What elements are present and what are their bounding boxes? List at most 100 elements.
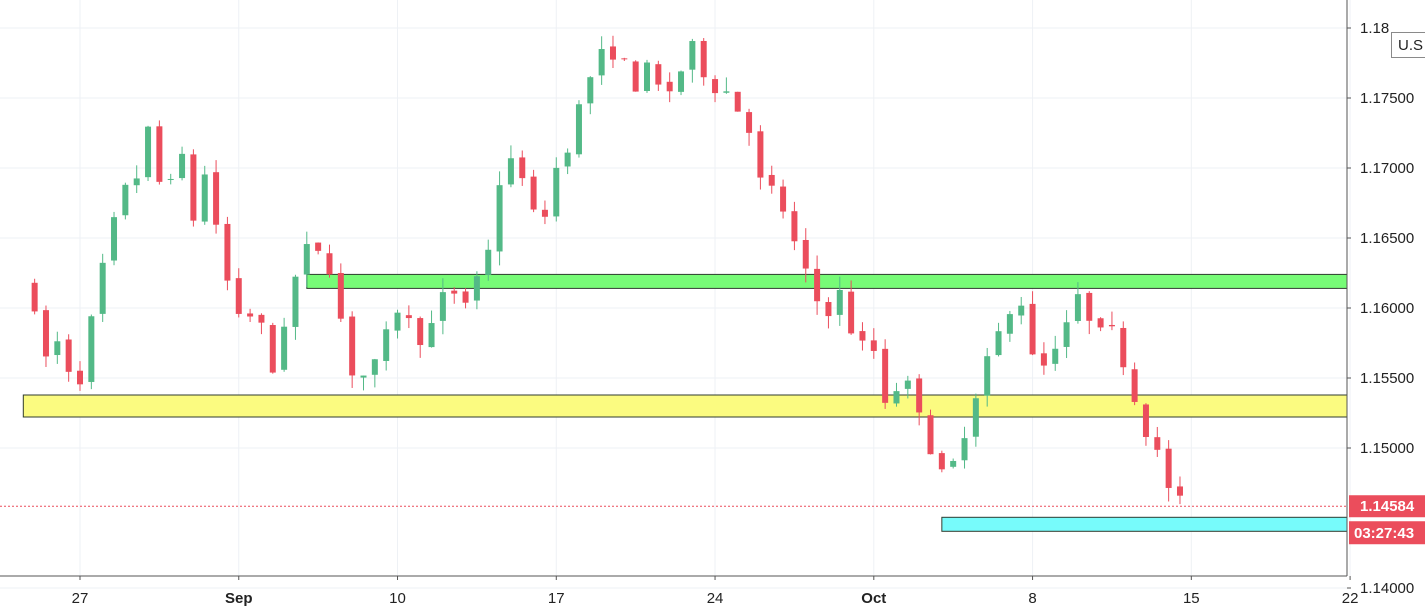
candle-up bbox=[678, 71, 685, 92]
candle-down bbox=[337, 273, 344, 319]
candle-up bbox=[1063, 322, 1070, 347]
candle-up bbox=[439, 292, 446, 321]
price-tick-label: 1.18 bbox=[1360, 20, 1389, 37]
time-tick-label: 27 bbox=[72, 590, 89, 607]
candle-up bbox=[371, 359, 378, 375]
symbol-label: U.S bbox=[1391, 32, 1425, 58]
candle-down bbox=[31, 282, 38, 312]
price-tick-label: 1.14000 bbox=[1360, 580, 1414, 597]
price-tick-label: 1.17000 bbox=[1360, 160, 1414, 177]
candle-down bbox=[156, 126, 163, 182]
candle-down bbox=[405, 315, 412, 319]
price-tick-label: 1.17500 bbox=[1360, 90, 1414, 107]
candle-up bbox=[598, 49, 605, 76]
candle-up bbox=[303, 244, 310, 275]
candle-up bbox=[88, 316, 95, 382]
candle-up bbox=[1006, 314, 1013, 334]
candle-down bbox=[882, 348, 889, 403]
candle-up bbox=[428, 323, 435, 348]
candle-up bbox=[473, 276, 480, 301]
price-tick-label: 1.16500 bbox=[1360, 230, 1414, 247]
candle-down bbox=[1165, 448, 1172, 488]
candle-up bbox=[145, 126, 152, 178]
candle-up bbox=[292, 276, 299, 327]
candle-down bbox=[190, 154, 197, 221]
candle-down bbox=[791, 211, 798, 242]
candle-up bbox=[281, 326, 288, 370]
candle-down bbox=[757, 131, 764, 178]
candle-down bbox=[927, 415, 934, 455]
candle-down bbox=[213, 172, 220, 225]
candle-up bbox=[1074, 294, 1081, 321]
countdown-tag bbox=[1349, 521, 1425, 545]
candle-down bbox=[235, 278, 242, 314]
candle-down bbox=[780, 186, 787, 212]
time-tick-label: 22 bbox=[1342, 590, 1359, 607]
green-zone bbox=[306, 273, 1348, 289]
candle-down bbox=[247, 313, 254, 317]
candles bbox=[31, 35, 1183, 505]
time-tick-label: Sep bbox=[225, 590, 253, 607]
candle-up bbox=[394, 312, 401, 331]
candle-up bbox=[575, 104, 582, 155]
time-tick-label: 24 bbox=[707, 590, 724, 607]
candle-up bbox=[122, 184, 129, 216]
candle-down bbox=[768, 174, 775, 186]
candle-down bbox=[1120, 327, 1127, 368]
candle-down bbox=[530, 176, 537, 210]
time-tick-label: Oct bbox=[861, 590, 886, 607]
candle-down bbox=[655, 64, 662, 85]
candle-down bbox=[417, 318, 424, 346]
last-price-label: 1.14584 bbox=[1360, 498, 1415, 515]
candle-up bbox=[485, 249, 492, 275]
candle-down bbox=[734, 91, 741, 112]
candle-down bbox=[326, 253, 333, 275]
candle-down bbox=[802, 239, 809, 269]
candle-down bbox=[666, 81, 673, 92]
candle-up bbox=[179, 153, 186, 179]
candle-down bbox=[848, 291, 855, 334]
candle-up bbox=[201, 174, 208, 222]
countdown-label: 03:27:43 bbox=[1354, 525, 1414, 542]
candle-down bbox=[1097, 318, 1104, 328]
candle-down bbox=[700, 40, 707, 78]
price-tick-label: 1.15500 bbox=[1360, 370, 1414, 387]
grid bbox=[0, 0, 1351, 589]
candle-up bbox=[133, 178, 140, 186]
candle-down bbox=[269, 325, 276, 373]
candle-down bbox=[746, 112, 753, 133]
candle-down bbox=[938, 453, 945, 470]
candle-down bbox=[451, 290, 458, 294]
candle-down bbox=[916, 378, 923, 413]
candle-down bbox=[870, 340, 877, 351]
candle-down bbox=[1086, 292, 1093, 321]
candle-down bbox=[1029, 303, 1036, 355]
candle-down bbox=[632, 61, 639, 92]
candle-up bbox=[904, 380, 911, 389]
candle-down bbox=[859, 331, 866, 341]
candle-up bbox=[893, 391, 900, 404]
candle-down bbox=[825, 302, 832, 317]
candle-up bbox=[383, 329, 390, 361]
candle-up bbox=[961, 438, 968, 461]
candle-down bbox=[519, 157, 526, 179]
time-tick-label: 17 bbox=[548, 590, 565, 607]
candle-up bbox=[1018, 305, 1025, 316]
candle-up bbox=[167, 178, 174, 180]
candle-up bbox=[689, 41, 696, 70]
candle-up bbox=[99, 262, 106, 314]
candle-down bbox=[1108, 324, 1115, 327]
candle-up bbox=[1052, 348, 1059, 364]
candle-up bbox=[360, 375, 367, 378]
candle-down bbox=[224, 223, 231, 281]
candle-down bbox=[814, 268, 821, 302]
last-price-tag bbox=[1349, 495, 1425, 518]
candle-down bbox=[621, 58, 628, 60]
time-tick-label: 8 bbox=[1028, 590, 1036, 607]
candle-up bbox=[111, 217, 118, 261]
time-tick-label: 15 bbox=[1183, 590, 1200, 607]
price-tick-label: 1.16000 bbox=[1360, 300, 1414, 317]
